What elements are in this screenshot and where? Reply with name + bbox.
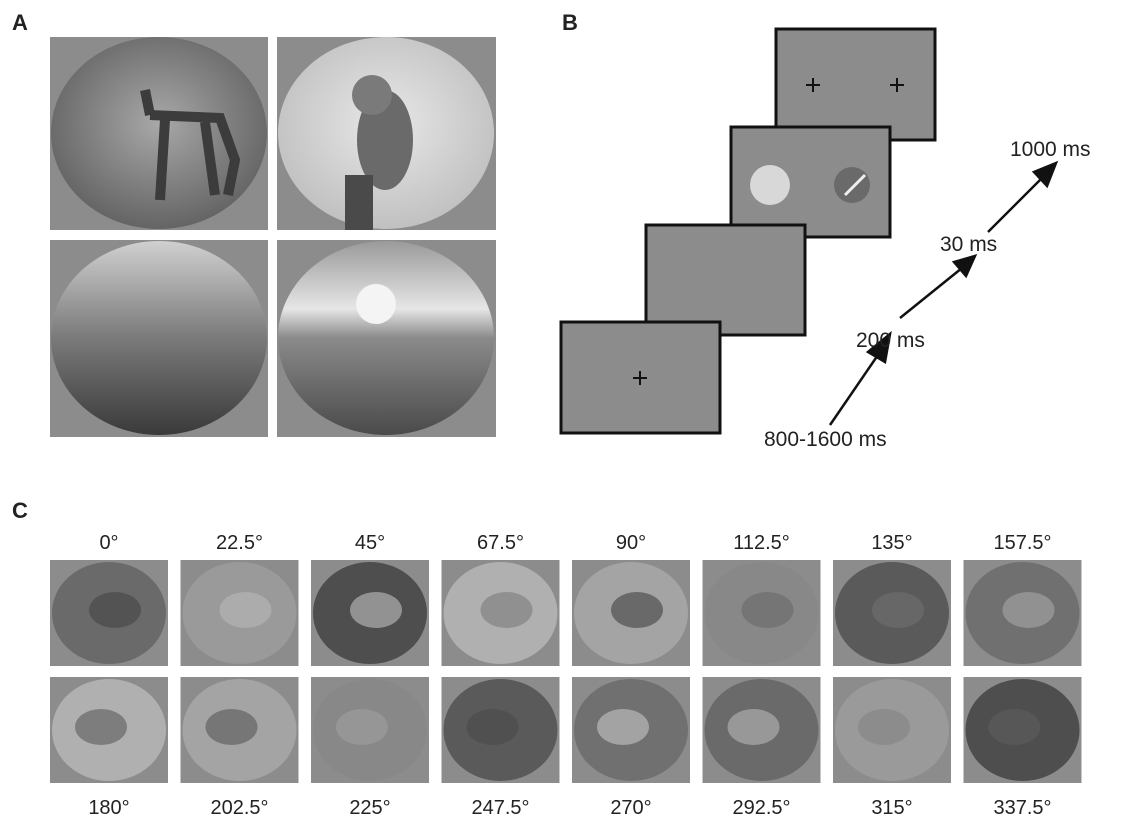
stimulus-image <box>277 240 496 437</box>
angle-label: 202.5° <box>210 797 268 819</box>
frame <box>644 223 807 337</box>
duration-label: 200 ms <box>856 329 925 352</box>
angle-label: 292.5° <box>732 797 790 819</box>
stimulus-detail <box>205 709 258 745</box>
stimulus-detail <box>89 592 141 628</box>
duration-label: 1000 ms <box>1010 138 1091 161</box>
stimulus-detail <box>350 592 402 628</box>
panel-label: B <box>562 10 578 35</box>
angle-label: 157.5° <box>993 532 1051 554</box>
stimulus-detail <box>466 709 519 745</box>
stimulus-detail <box>1002 592 1055 628</box>
angle-label: 135° <box>871 532 912 554</box>
frame <box>774 27 937 142</box>
duration-label: 30 ms <box>940 233 997 256</box>
angle-label: 22.5° <box>216 532 263 554</box>
stimulus-detail <box>480 592 533 628</box>
stimulus-detail <box>741 592 794 628</box>
angle-label: 247.5° <box>471 797 529 819</box>
stimulus-detail <box>597 709 649 745</box>
angle-label: 45° <box>355 532 385 554</box>
panel-label: C <box>12 498 28 523</box>
frame <box>559 320 722 435</box>
stimulus-detail <box>872 592 924 628</box>
arrow <box>828 160 1059 426</box>
image-grid: 0° 180° 22.5° 202.5° 45° 225° 67.5° 247.5° 90° 27… <box>50 532 1082 819</box>
duration-label: 800-1600 ms <box>764 428 887 451</box>
angle-label: 180° <box>88 797 129 819</box>
angle-label: 0° <box>99 532 118 554</box>
angle-label: 67.5° <box>477 532 524 554</box>
stimulus-detail <box>727 709 780 745</box>
angle-label: 90° <box>616 532 646 554</box>
angle-label: 315° <box>871 797 912 819</box>
stimulus-detail <box>75 709 127 745</box>
frame <box>729 125 892 239</box>
angle-label: 225° <box>349 797 390 819</box>
stimulus-detail <box>219 592 272 628</box>
stimulus-detail <box>858 709 910 745</box>
angle-label: 112.5° <box>733 532 790 554</box>
stimulus-detail <box>988 709 1041 745</box>
stimulus-detail <box>336 709 388 745</box>
stimulus-detail <box>611 592 663 628</box>
angle-label: 337.5° <box>993 797 1051 819</box>
stimulus-image <box>277 37 496 230</box>
stimulus-image <box>50 37 268 230</box>
angle-label: 270° <box>610 797 651 819</box>
stimulus-image <box>50 240 268 437</box>
panel-label: A <box>12 10 28 35</box>
